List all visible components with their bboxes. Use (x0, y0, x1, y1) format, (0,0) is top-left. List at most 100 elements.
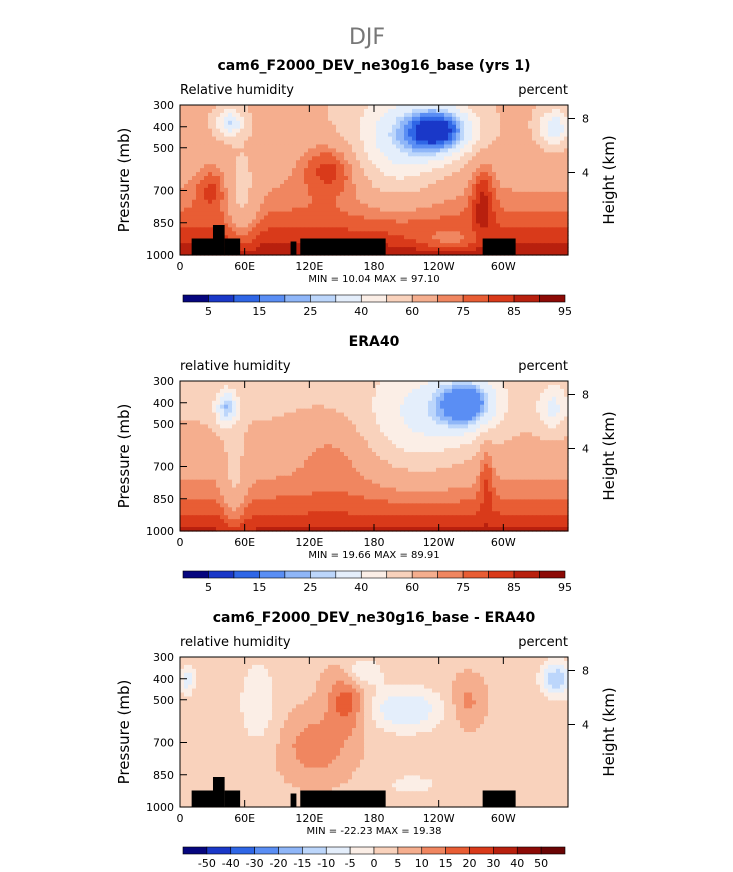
heatmap-cell (224, 160, 229, 165)
heatmap-cell (280, 227, 285, 232)
heatmap-cell (412, 108, 417, 114)
heatmap-cell (296, 231, 301, 236)
heatmap-cell (476, 381, 481, 386)
heatmap-cell (412, 239, 417, 244)
heatmap-cell (280, 108, 285, 114)
heatmap-cell (256, 211, 261, 217)
heatmap-cell (280, 136, 285, 142)
heatmap-cell (280, 191, 285, 197)
heatmap-cell (472, 424, 477, 429)
heatmap-cell (500, 124, 505, 130)
heatmap-cell (200, 215, 205, 221)
heatmap-cell (196, 108, 201, 114)
heatmap-cell (556, 128, 561, 134)
heatmap-cell (428, 400, 433, 406)
heatmap-cell (248, 105, 253, 110)
colorbar-label: 5 (205, 305, 212, 318)
heatmap-cell (492, 223, 497, 228)
heatmap-cell (248, 388, 253, 394)
heatmap-cell (508, 227, 513, 232)
heatmap-cell (240, 416, 245, 422)
heatmap-cell (200, 408, 205, 414)
heatmap-cell (384, 400, 389, 406)
heatmap-cell (492, 400, 497, 406)
heatmap-cell (184, 152, 189, 157)
heatmap-cell (464, 112, 469, 118)
heatmap-cell (524, 124, 529, 130)
heatmap-cell (316, 211, 321, 217)
heatmap-cell (460, 116, 465, 122)
heatmap-cell (496, 223, 501, 228)
heatmap-cell (212, 404, 217, 410)
colorbar-swatch (360, 294, 388, 303)
heatmap-cell (384, 231, 389, 236)
heatmap-cell (532, 172, 537, 177)
heatmap-cell (552, 384, 557, 390)
heatmap-cell (416, 243, 421, 248)
heatmap-cell (272, 392, 277, 398)
heatmap-cell (520, 239, 525, 244)
heatmap-cell (416, 132, 421, 138)
heatmap-cell (448, 424, 453, 429)
heatmap-cell (212, 180, 217, 185)
heatmap-cell (404, 428, 409, 433)
heatmap-cell (320, 164, 325, 169)
heatmap-cell (208, 231, 213, 236)
heatmap-cell (464, 144, 469, 150)
heatmap-cell (564, 211, 569, 217)
heatmap-cell (252, 116, 257, 122)
heatmap-cell (184, 211, 189, 217)
heatmap-cell (324, 235, 329, 240)
heatmap-cell (268, 187, 273, 193)
heatmap-cell (476, 251, 481, 256)
heatmap-cell (560, 207, 565, 213)
heatmap-cell (340, 148, 345, 153)
heatmap-cell (524, 384, 529, 390)
heatmap-cell (460, 199, 465, 205)
heatmap-cell (260, 404, 265, 410)
heatmap-cell (464, 136, 469, 142)
heatmap-cell (192, 148, 197, 153)
heatmap-cell (180, 223, 185, 228)
heatmap-cell (404, 211, 409, 217)
heatmap-cell (524, 156, 529, 161)
heatmap-cell (436, 211, 441, 217)
heatmap-cell (252, 105, 257, 110)
heatmap-cell (244, 207, 249, 213)
heatmap-cell (560, 420, 565, 426)
heatmap-cell (284, 144, 289, 150)
heatmap-cell (424, 392, 429, 398)
heatmap-cell (504, 140, 509, 146)
heatmap-cell (456, 231, 461, 236)
heatmap-cell (180, 164, 185, 169)
heatmap-cell (392, 148, 397, 153)
heatmap-cell (252, 207, 257, 213)
heatmap-cell (252, 211, 257, 217)
heatmap-cell (484, 112, 489, 118)
heatmap-cell (472, 239, 477, 244)
heatmap-cell (508, 384, 513, 390)
heatmap-cell (424, 203, 429, 209)
heatmap-cell (312, 211, 317, 217)
heatmap-cell (276, 207, 281, 213)
heatmap-cell (260, 381, 265, 386)
heatmap-cell (500, 207, 505, 213)
heatmap-cell (468, 420, 473, 426)
heatmap-cell (232, 180, 237, 185)
heatmap-cell (412, 195, 417, 201)
heatmap-cell (408, 156, 413, 161)
heatmap-cell (420, 428, 425, 433)
heatmap-cell (268, 148, 273, 153)
heatmap-cell (388, 219, 393, 225)
heatmap-cell (212, 108, 217, 114)
heatmap-cell (512, 136, 517, 142)
heatmap-cell (292, 203, 297, 209)
heatmap-cell (312, 160, 317, 165)
heatmap-cell (380, 428, 385, 433)
heatmap-cell (520, 180, 525, 185)
heatmap-cell (408, 152, 413, 157)
colorbar-swatch (539, 294, 566, 303)
heatmap-cell (304, 211, 309, 217)
heatmap-cell (268, 164, 273, 169)
heatmap-cell (284, 124, 289, 130)
